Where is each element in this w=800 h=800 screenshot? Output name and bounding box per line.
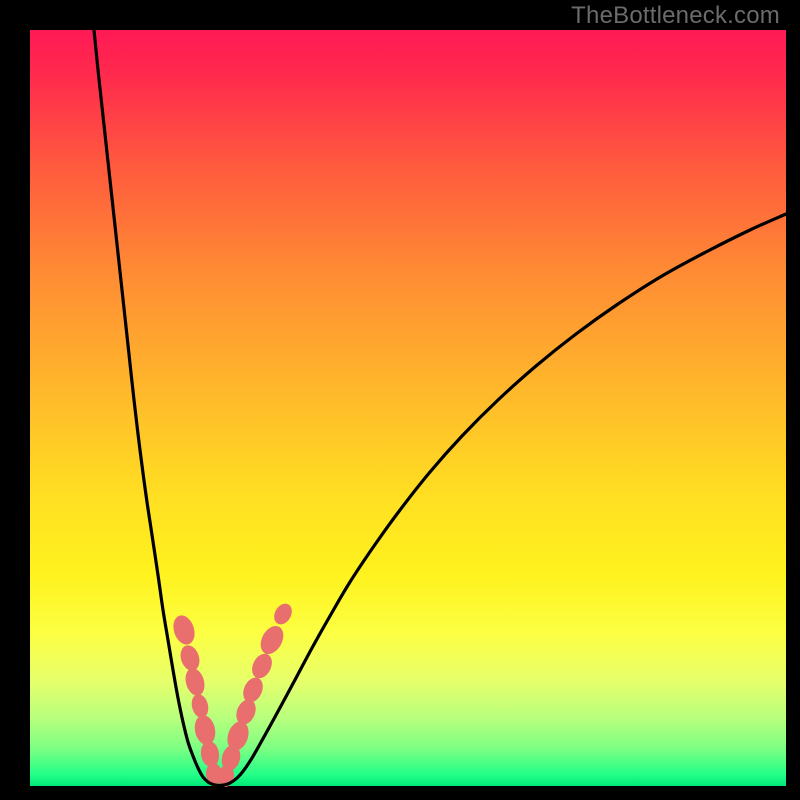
curve-layer <box>30 30 786 786</box>
data-blob <box>248 650 276 681</box>
data-blob <box>170 613 198 648</box>
chart-frame: TheBottleneck.com <box>0 0 800 800</box>
data-blob <box>182 666 207 698</box>
watermark-text: TheBottleneck.com <box>571 2 780 30</box>
plot-area <box>30 30 786 786</box>
right-curve <box>218 214 786 786</box>
data-blob <box>199 740 221 768</box>
data-blob <box>177 643 202 673</box>
data-blob <box>239 674 266 705</box>
scatter-blobs <box>170 600 296 788</box>
data-blob <box>192 713 218 747</box>
data-blob <box>256 622 288 658</box>
data-blob <box>189 692 210 719</box>
data-blob <box>271 600 296 627</box>
